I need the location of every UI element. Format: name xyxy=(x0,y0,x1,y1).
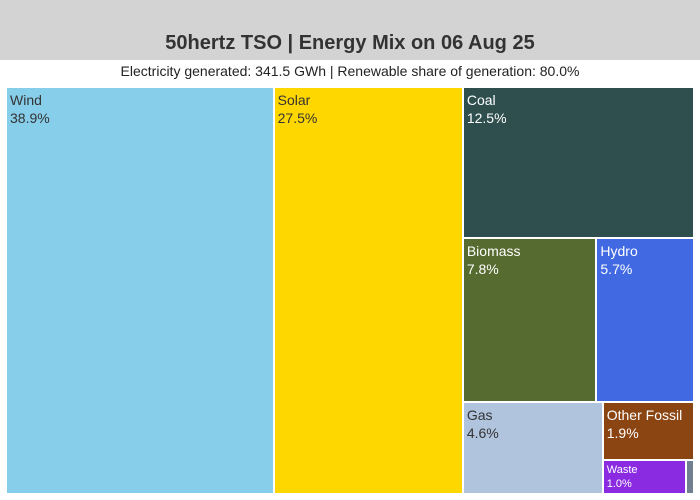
tile-waste[interactable]: Waste 1.0% xyxy=(602,460,686,494)
tile-label-solar: Solar 27.5% xyxy=(278,91,318,127)
tile-label-hydro: Hydro 5.7% xyxy=(600,242,637,278)
tile-share: 5.7% xyxy=(600,261,633,278)
tile-name: Solar xyxy=(277,92,311,108)
tile-share: 1.0% xyxy=(606,478,632,491)
chart-header xyxy=(0,0,700,60)
chart-title: 50hertz TSO | Energy Mix on 06 Aug 25 xyxy=(165,32,535,54)
tile-label-biomass: Biomass 7.8% xyxy=(467,242,521,278)
tile-name: Coal xyxy=(466,92,496,108)
tile-other[interactable]: Other0.1% xyxy=(685,460,694,494)
tile-name: Waste xyxy=(606,464,638,477)
tile-coal[interactable]: Coal 12.5% xyxy=(462,87,694,239)
tile-solar[interactable]: Solar 27.5% xyxy=(273,87,463,494)
tile-share: 12.5% xyxy=(466,110,507,126)
tile-share: 7.8% xyxy=(466,261,499,278)
tile-biomass[interactable]: Biomass 7.8% xyxy=(462,238,597,402)
tile-wind[interactable]: Wind 38.9% xyxy=(6,87,274,494)
tile-label-wind: Wind 38.9% xyxy=(10,91,50,127)
tile-label-gas: Gas 4.6% xyxy=(467,406,499,442)
tile-gas[interactable]: Gas 4.6% xyxy=(462,401,603,494)
tile-share: 27.5% xyxy=(277,110,318,126)
tile-label-coal: Coal 12.5% xyxy=(467,91,507,127)
tile-name: Hydro xyxy=(600,243,638,260)
tile-name: Wind xyxy=(10,92,42,108)
tile-other-fossil[interactable]: Other Fossil 1.9% xyxy=(602,401,694,461)
tile-name: Gas xyxy=(466,406,493,423)
tile-share: 4.6% xyxy=(466,424,499,441)
tile-label-other-fossil: Other Fossil 1.9% xyxy=(607,406,682,442)
treemap-plot: Wind 38.9% Solar 27.5% Coal 12.5% Biomass 7.8% H… xyxy=(6,87,694,494)
tile-share: 38.9% xyxy=(10,110,50,126)
tile-name: Biomass xyxy=(466,243,521,260)
tile-share: 1.9% xyxy=(606,424,639,441)
tile-name: Other Fossil xyxy=(606,406,683,423)
chart-subtitle: Electricity generated: 341.5 GWh | Renew… xyxy=(120,63,580,79)
tile-label-waste: Waste 1.0% xyxy=(607,463,638,491)
tile-hydro[interactable]: Hydro 5.7% xyxy=(596,238,694,402)
